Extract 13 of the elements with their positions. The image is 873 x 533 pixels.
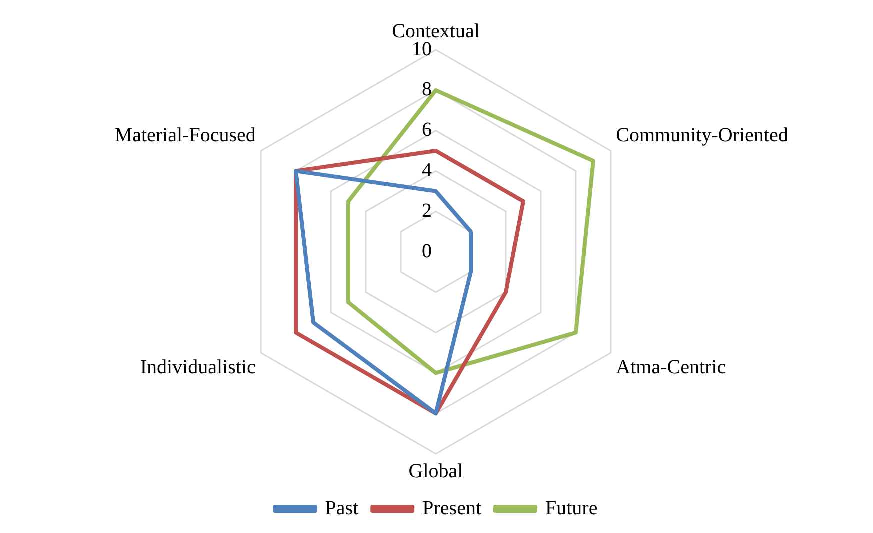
legend-label: Past xyxy=(325,497,360,520)
spoke-label: Global xyxy=(408,460,464,482)
legend-label: Future xyxy=(546,497,598,520)
spoke-label: Atma-Centric xyxy=(616,356,726,378)
y-tick-label: 0 xyxy=(422,240,432,262)
y-tick-label: 2 xyxy=(422,200,432,222)
y-tick-label: 8 xyxy=(422,78,432,101)
legend-label: Present xyxy=(422,497,482,520)
y-tick-label: 6 xyxy=(422,119,432,142)
spoke-label: Community-Oriented xyxy=(616,124,788,146)
spoke-label: Individualistic xyxy=(140,356,256,378)
y-tick-label: 4 xyxy=(422,159,432,182)
spoke-label: Material-Focused xyxy=(114,124,256,146)
